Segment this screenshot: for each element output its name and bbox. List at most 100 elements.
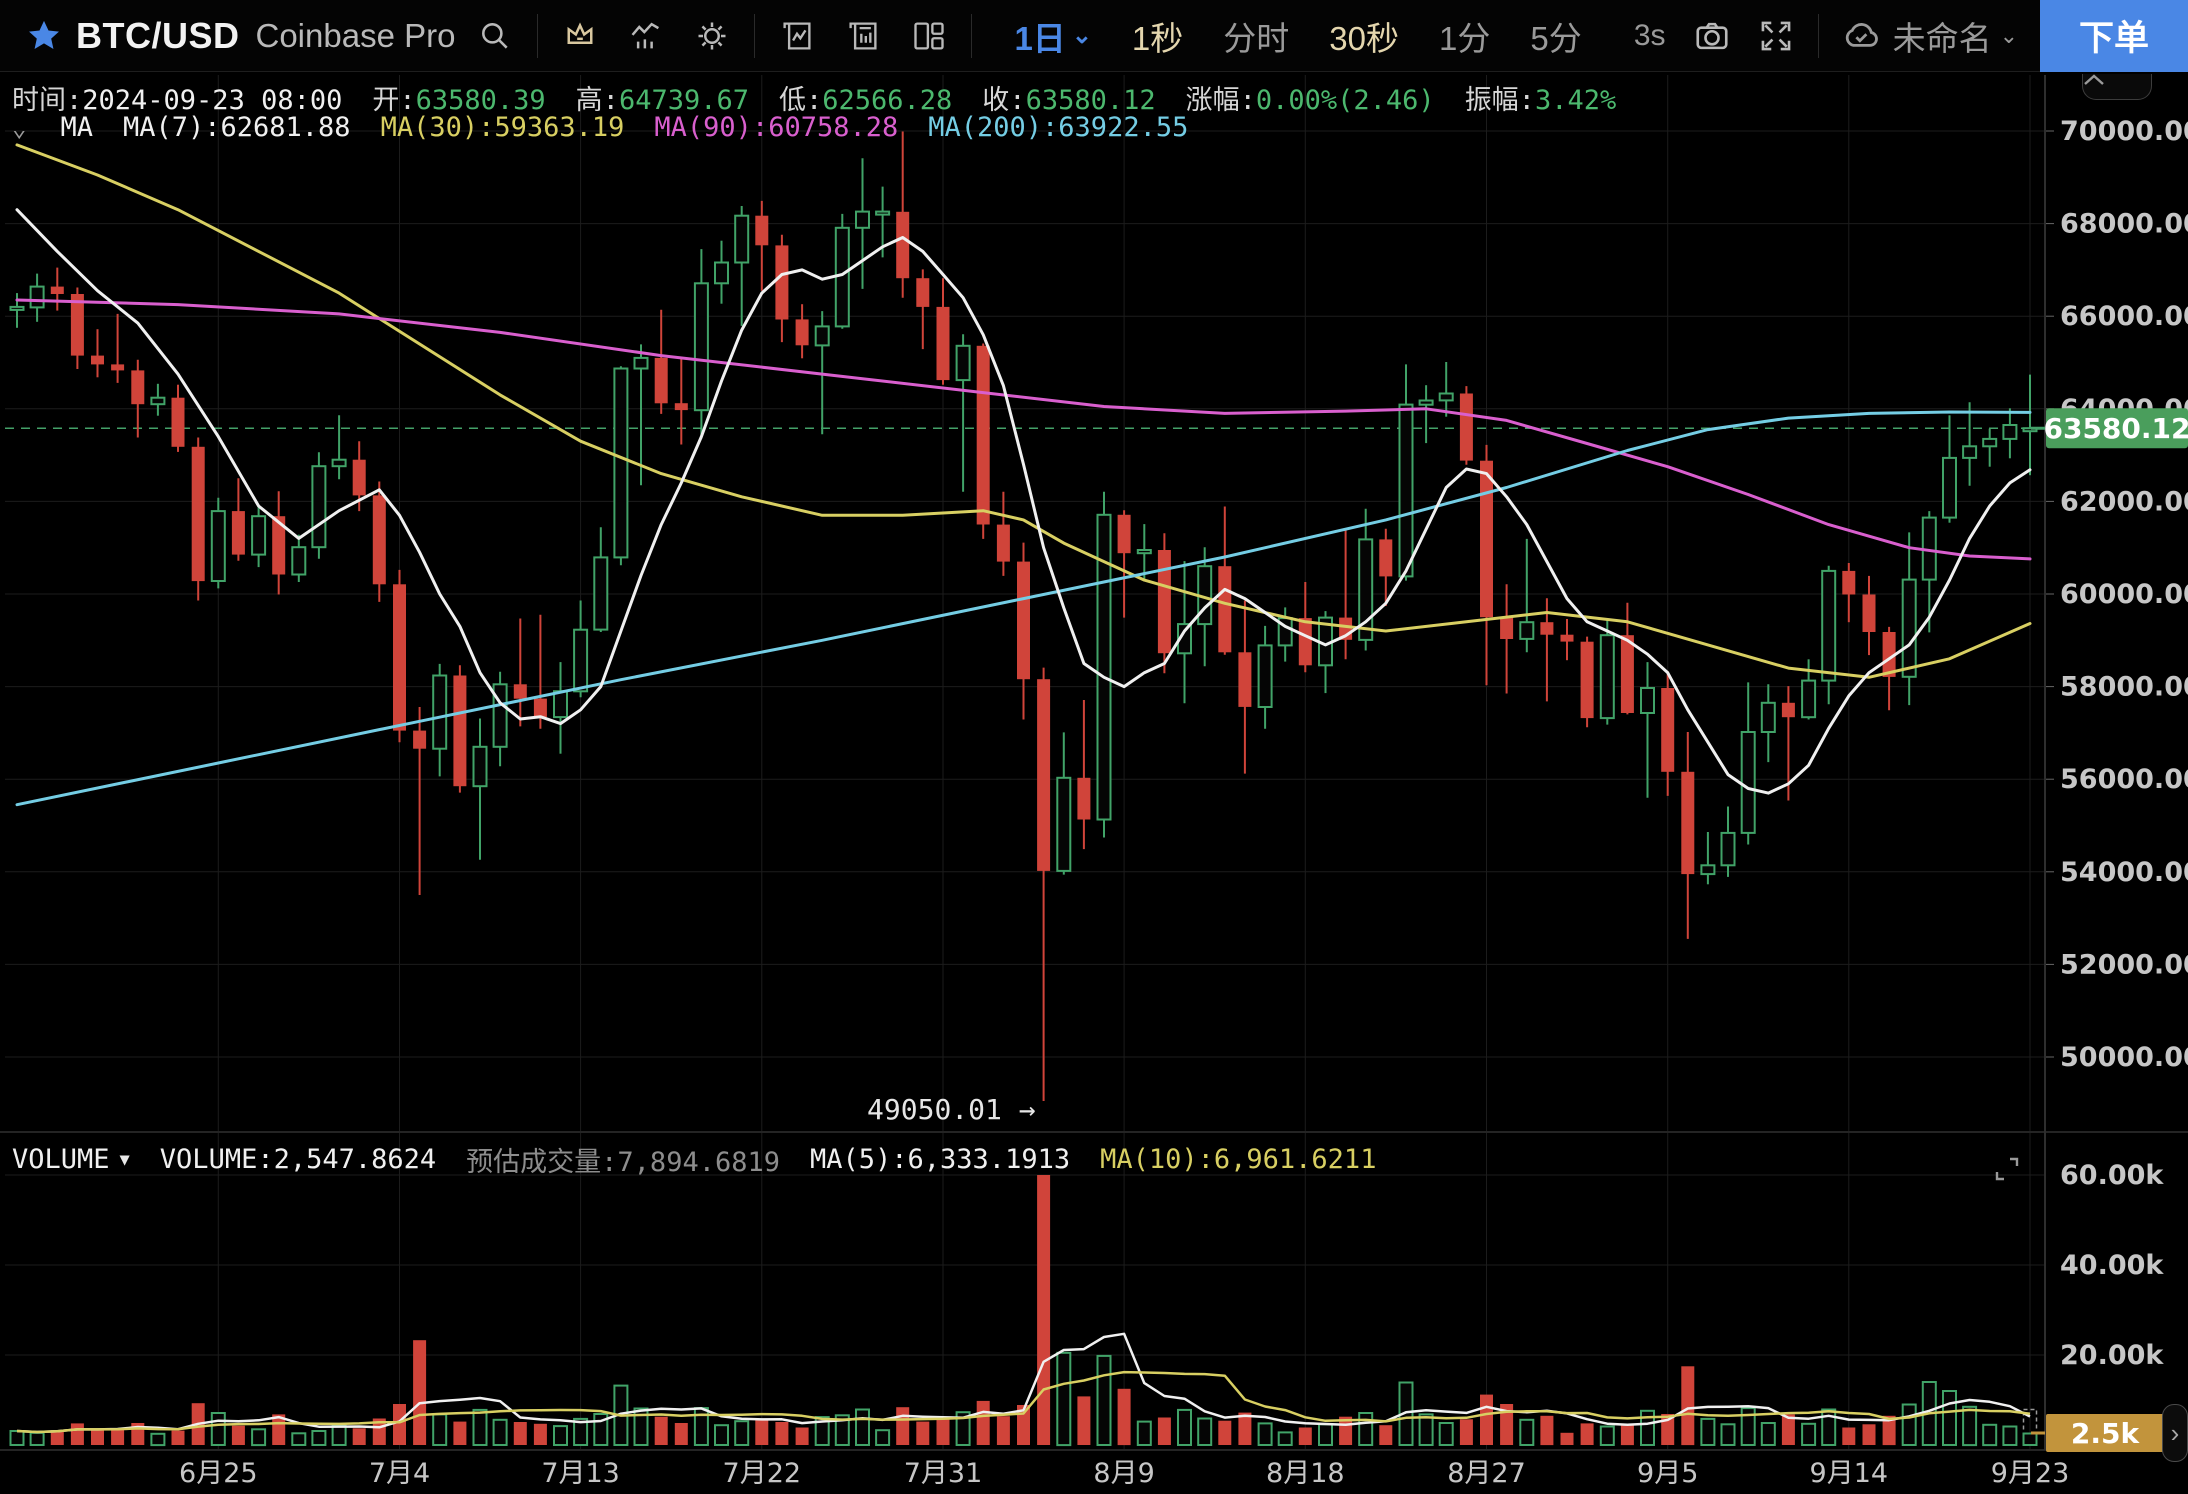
change-label: 涨幅: bbox=[1185, 85, 1256, 116]
ma-title[interactable]: MA bbox=[60, 112, 93, 143]
estimated-volume-label: 预估成交量: bbox=[466, 1147, 618, 1178]
svg-text:52000.00: 52000.00 bbox=[2060, 949, 2188, 980]
exchange-name: Coinbase Pro bbox=[255, 16, 456, 54]
volume-value: 2,547.8624 bbox=[273, 1144, 437, 1175]
ma-legend: ⌄ MA MA(7):62681.88 MA(30):59363.19 MA(9… bbox=[12, 112, 1188, 143]
indicators-icon[interactable] bbox=[626, 16, 666, 56]
amplitude-value: 3.42% bbox=[1534, 85, 1617, 116]
timeframe-30s[interactable]: 30秒 bbox=[1329, 19, 1399, 57]
toolbar: BTC/USD Coinbase Pro 1日 ⌄ 1秒 分时 30秒 1分 5分… bbox=[0, 0, 2188, 72]
favorite-star-icon[interactable] bbox=[24, 16, 64, 56]
volume-label: VOLUME: bbox=[159, 1144, 274, 1175]
layout-icon[interactable] bbox=[909, 16, 949, 56]
vol-ma5-label: MA(5): bbox=[809, 1144, 908, 1175]
svg-text:9月23: 9月23 bbox=[1991, 1458, 2070, 1489]
workspace-name: 未命名 bbox=[1892, 19, 1992, 57]
vol-ma10-label: MA(10): bbox=[1100, 1144, 1214, 1175]
workspace-selector[interactable]: 未命名 ⌄ bbox=[1841, 12, 2018, 60]
svg-text:50000.00: 50000.00 bbox=[2060, 1042, 2188, 1073]
ma7-label: MA(7): bbox=[122, 112, 221, 143]
svg-text:7月22: 7月22 bbox=[723, 1458, 802, 1489]
svg-text:68000.00: 68000.00 bbox=[2060, 209, 2188, 240]
timeframe-5m[interactable]: 5分 bbox=[1530, 19, 1582, 57]
timeframe-1d[interactable]: 1日 ⌄ bbox=[1014, 19, 1092, 57]
ma90-value: 60758.28 bbox=[768, 112, 899, 143]
amplitude-label: 振幅: bbox=[1464, 85, 1535, 116]
ma30-label: MA(30): bbox=[380, 112, 495, 143]
svg-text:63580.12: 63580.12 bbox=[2043, 412, 2188, 445]
ma200-label: MA(200): bbox=[928, 112, 1059, 143]
svg-text:8月27: 8月27 bbox=[1447, 1458, 1526, 1489]
axis-scroll-tab[interactable]: › bbox=[2162, 1404, 2188, 1462]
fullscreen-icon[interactable] bbox=[1756, 16, 1796, 56]
svg-text:40.00k: 40.00k bbox=[2060, 1250, 2164, 1281]
svg-text:20.00k: 20.00k bbox=[2060, 1340, 2164, 1371]
cloud-sync-icon bbox=[1845, 22, 1878, 47]
divider bbox=[1817, 13, 1819, 58]
chart-area[interactable]: 70000.0068000.0066000.0064000.0062000.00… bbox=[0, 72, 2188, 1494]
volume-title: VOLUME bbox=[12, 1144, 110, 1175]
chart-preview-icon[interactable] bbox=[777, 16, 817, 56]
open-value: 63580.39 bbox=[415, 85, 546, 116]
svg-text:9月5: 9月5 bbox=[1637, 1458, 1698, 1489]
svg-text:54000.00: 54000.00 bbox=[2060, 857, 2188, 888]
high-value: 64739.67 bbox=[618, 85, 749, 116]
svg-text:60.00k: 60.00k bbox=[2060, 1160, 2164, 1191]
volume-indicator-selector[interactable]: VOLUME ▼ bbox=[12, 1144, 130, 1175]
svg-text:7月4: 7月4 bbox=[369, 1458, 430, 1489]
svg-text:62000.00: 62000.00 bbox=[2060, 486, 2188, 517]
ma7-value: 62681.88 bbox=[220, 112, 351, 143]
vol-ma10-value: 6,961.6211 bbox=[1213, 1144, 1377, 1175]
svg-text:8月18: 8月18 bbox=[1266, 1458, 1345, 1489]
svg-text:56000.00: 56000.00 bbox=[2060, 764, 2188, 795]
change-value: 0.00%(2.46) bbox=[1255, 85, 1435, 116]
time-label: 时间: bbox=[12, 85, 83, 116]
crown-icon[interactable] bbox=[560, 16, 600, 56]
search-icon[interactable] bbox=[475, 16, 515, 56]
divider bbox=[537, 13, 539, 58]
timeframe-1s[interactable]: 1秒 bbox=[1131, 19, 1184, 57]
refresh-interval-badge: 3s bbox=[1633, 18, 1666, 52]
svg-text:7月13: 7月13 bbox=[541, 1458, 620, 1489]
svg-text:60000.00: 60000.00 bbox=[2060, 579, 2188, 610]
timeframe-1m[interactable]: 1分 bbox=[1439, 19, 1491, 57]
gear-icon[interactable] bbox=[692, 16, 732, 56]
svg-text:58000.00: 58000.00 bbox=[2060, 672, 2188, 703]
collapse-caret-icon[interactable]: ⌄ bbox=[12, 113, 27, 142]
svg-text:6月25: 6月25 bbox=[179, 1458, 258, 1489]
svg-text:9月14: 9月14 bbox=[1810, 1458, 1889, 1489]
svg-text:70000.00: 70000.00 bbox=[2060, 116, 2188, 147]
symbol-title[interactable]: BTC/USD bbox=[76, 14, 240, 56]
svg-text:66000.00: 66000.00 bbox=[2060, 301, 2188, 332]
svg-text:8月9: 8月9 bbox=[1093, 1458, 1154, 1489]
volume-legend: VOLUME ▼ VOLUME:2,547.8624 预估成交量:7,894.6… bbox=[12, 1140, 1376, 1179]
ohlc-info-bar: 时间:2024-09-23 08:00 开:63580.39 高:64739.6… bbox=[12, 78, 1616, 117]
vol-ma5-value: 6,333.1913 bbox=[907, 1144, 1071, 1175]
divider bbox=[971, 13, 973, 58]
chevron-down-icon: ⌄ bbox=[1999, 22, 2018, 48]
pane-collapse-tab[interactable] bbox=[2082, 74, 2152, 100]
place-order-button[interactable]: 下单 bbox=[2040, 0, 2188, 72]
close-label: 收: bbox=[982, 85, 1026, 116]
camera-icon[interactable] bbox=[1692, 16, 1732, 56]
time-value: 2024-09-23 08:00 bbox=[82, 85, 343, 116]
triangle-down-icon: ▼ bbox=[119, 1149, 130, 1170]
ma90-label: MA(90): bbox=[654, 112, 769, 143]
divider bbox=[754, 13, 756, 58]
ma200-value: 63922.55 bbox=[1058, 112, 1189, 143]
ma30-value: 59363.19 bbox=[494, 112, 625, 143]
low-value: 62566.28 bbox=[822, 85, 953, 116]
low-label: 低: bbox=[778, 85, 823, 116]
estimated-volume-value: 7,894.6819 bbox=[617, 1147, 780, 1178]
close-value: 63580.12 bbox=[1025, 85, 1156, 116]
volume-preview-icon[interactable] bbox=[843, 16, 883, 56]
open-label: 开: bbox=[372, 85, 416, 116]
svg-text:49050.01 →: 49050.01 → bbox=[867, 1093, 1036, 1126]
price-volume-chart[interactable]: 70000.0068000.0066000.0064000.0062000.00… bbox=[0, 72, 2188, 1494]
svg-text:2.5k: 2.5k bbox=[2071, 1417, 2141, 1450]
chevron-up-icon bbox=[2084, 74, 2104, 85]
timeframe-intraday[interactable]: 分时 bbox=[1223, 19, 1290, 57]
svg-text:7月31: 7月31 bbox=[904, 1458, 983, 1489]
high-label: 高: bbox=[575, 85, 619, 116]
